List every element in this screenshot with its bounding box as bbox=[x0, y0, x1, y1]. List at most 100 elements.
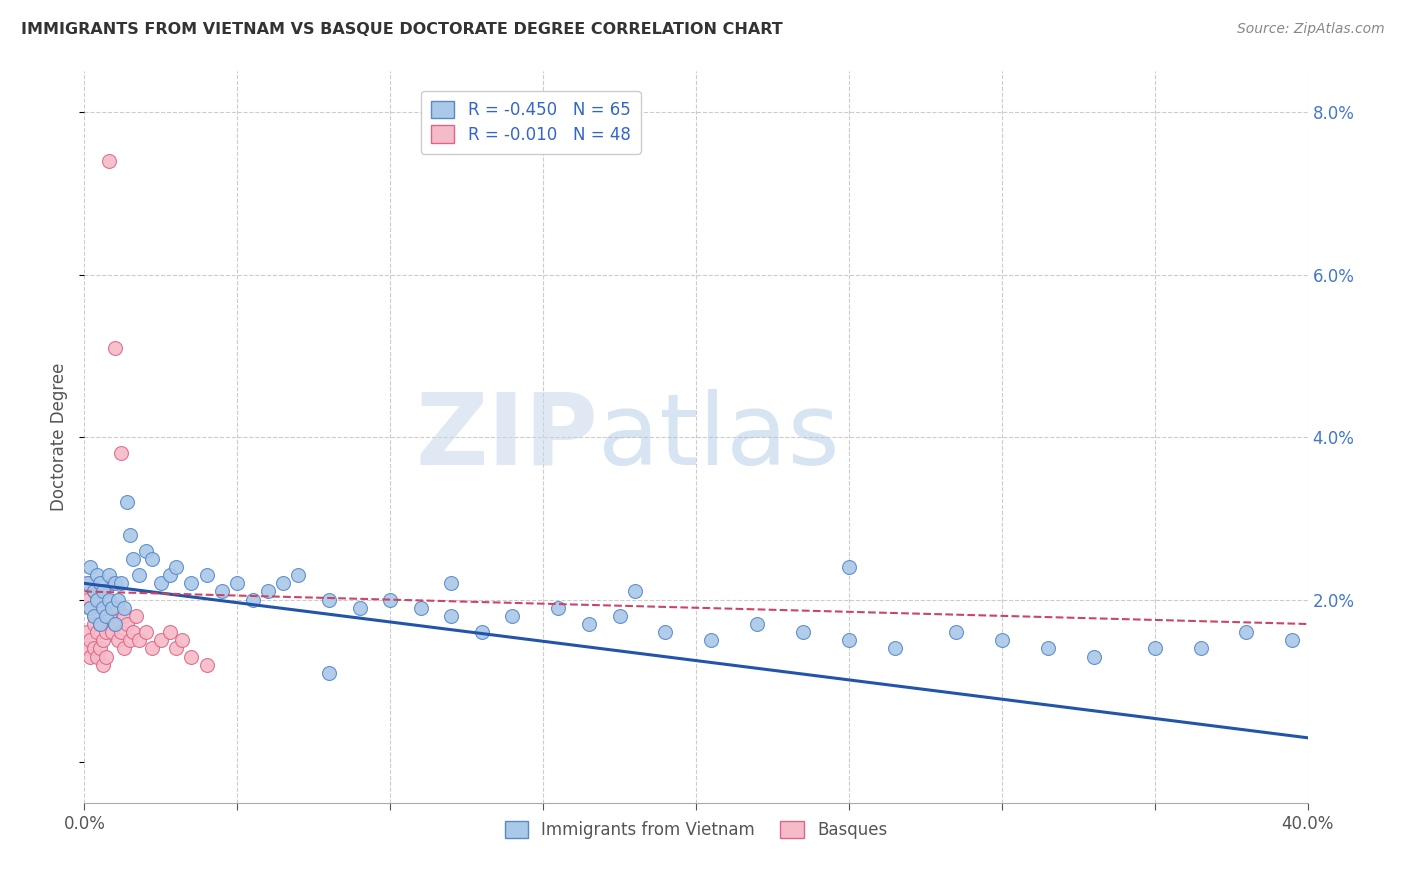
Point bbox=[120, 633, 142, 648]
Point bbox=[991, 633, 1014, 648]
Point bbox=[86, 649, 108, 664]
Point bbox=[115, 495, 138, 509]
Text: ZIP: ZIP bbox=[415, 389, 598, 485]
Point bbox=[409, 600, 432, 615]
Point bbox=[159, 568, 181, 582]
Point bbox=[135, 625, 157, 640]
Point bbox=[101, 625, 124, 640]
Point bbox=[107, 633, 129, 648]
Point bbox=[79, 600, 101, 615]
Point bbox=[380, 592, 402, 607]
Point bbox=[165, 641, 187, 656]
Point bbox=[94, 608, 117, 623]
Point bbox=[89, 584, 111, 599]
Point bbox=[271, 576, 294, 591]
Text: IMMIGRANTS FROM VIETNAM VS BASQUE DOCTORATE DEGREE CORRELATION CHART: IMMIGRANTS FROM VIETNAM VS BASQUE DOCTOR… bbox=[21, 22, 783, 37]
Point bbox=[91, 600, 114, 615]
Point bbox=[624, 584, 647, 599]
Point bbox=[79, 560, 101, 574]
Point bbox=[792, 625, 814, 640]
Point bbox=[141, 641, 163, 656]
Point bbox=[104, 617, 127, 632]
Point bbox=[86, 568, 108, 582]
Point bbox=[349, 600, 371, 615]
Point bbox=[440, 608, 463, 623]
Point bbox=[104, 341, 127, 355]
Point bbox=[195, 568, 218, 582]
Point bbox=[79, 649, 101, 664]
Point bbox=[86, 592, 108, 607]
Point bbox=[94, 592, 117, 607]
Point bbox=[471, 625, 494, 640]
Point bbox=[195, 657, 218, 672]
Point bbox=[120, 527, 142, 541]
Y-axis label: Doctorate Degree: Doctorate Degree bbox=[51, 363, 69, 511]
Point bbox=[112, 608, 135, 623]
Point bbox=[149, 633, 172, 648]
Text: Source: ZipAtlas.com: Source: ZipAtlas.com bbox=[1237, 22, 1385, 37]
Point bbox=[97, 153, 120, 168]
Point bbox=[101, 576, 124, 591]
Point bbox=[112, 600, 135, 615]
Point bbox=[1143, 641, 1166, 656]
Point bbox=[86, 625, 108, 640]
Point bbox=[89, 641, 111, 656]
Point bbox=[110, 576, 132, 591]
Point bbox=[115, 617, 138, 632]
Point bbox=[945, 625, 967, 640]
Point bbox=[172, 633, 194, 648]
Point bbox=[83, 608, 105, 623]
Point bbox=[76, 625, 98, 640]
Point bbox=[76, 576, 98, 591]
Point bbox=[1189, 641, 1212, 656]
Point bbox=[1236, 625, 1258, 640]
Point bbox=[110, 625, 132, 640]
Point bbox=[318, 592, 340, 607]
Point bbox=[180, 649, 202, 664]
Point bbox=[83, 584, 105, 599]
Point bbox=[110, 446, 132, 460]
Point bbox=[83, 608, 105, 623]
Point bbox=[141, 552, 163, 566]
Point bbox=[318, 665, 340, 680]
Point bbox=[91, 657, 114, 672]
Point bbox=[165, 560, 187, 574]
Point bbox=[180, 576, 202, 591]
Point bbox=[97, 592, 120, 607]
Point bbox=[159, 625, 181, 640]
Point bbox=[1036, 641, 1059, 656]
Text: atlas: atlas bbox=[598, 389, 839, 485]
Point bbox=[440, 576, 463, 591]
Point bbox=[122, 625, 145, 640]
Point bbox=[122, 552, 145, 566]
Point bbox=[107, 592, 129, 607]
Point bbox=[76, 592, 98, 607]
Point bbox=[79, 600, 101, 615]
Point bbox=[226, 576, 249, 591]
Point bbox=[107, 600, 129, 615]
Point bbox=[94, 625, 117, 640]
Point bbox=[83, 641, 105, 656]
Point bbox=[86, 592, 108, 607]
Point bbox=[1281, 633, 1303, 648]
Point bbox=[135, 544, 157, 558]
Point bbox=[1083, 649, 1105, 664]
Point bbox=[104, 576, 127, 591]
Point bbox=[91, 600, 114, 615]
Point bbox=[747, 617, 769, 632]
Point bbox=[211, 584, 233, 599]
Point bbox=[883, 641, 905, 656]
Point bbox=[287, 568, 309, 582]
Point bbox=[89, 617, 111, 632]
Point bbox=[125, 608, 148, 623]
Point bbox=[149, 576, 172, 591]
Point bbox=[91, 633, 114, 648]
Point bbox=[97, 608, 120, 623]
Point bbox=[242, 592, 264, 607]
Point bbox=[89, 617, 111, 632]
Point bbox=[112, 641, 135, 656]
Point bbox=[257, 584, 280, 599]
Point bbox=[104, 617, 127, 632]
Point bbox=[838, 560, 860, 574]
Point bbox=[838, 633, 860, 648]
